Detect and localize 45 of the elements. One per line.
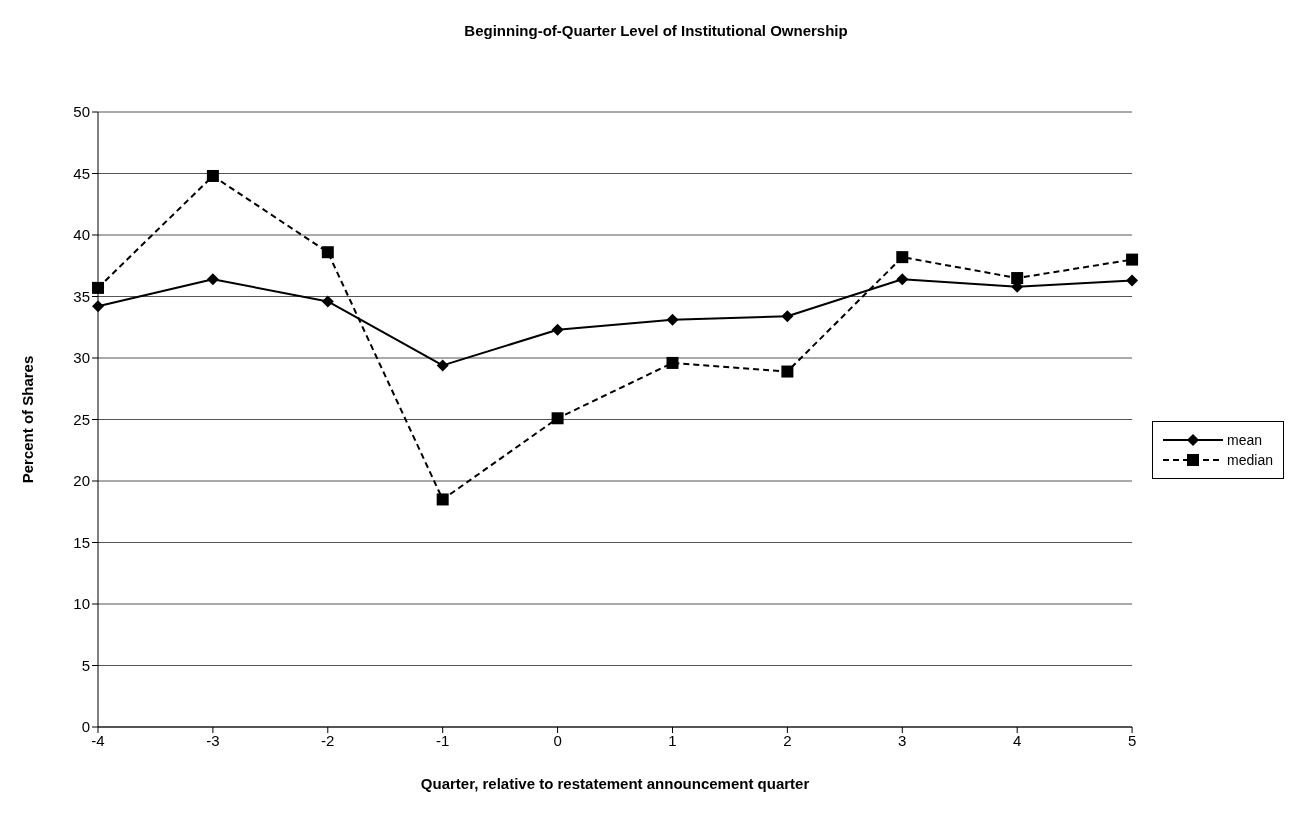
y-tick-label: 0 [81,718,90,736]
legend-label: median [1227,451,1273,468]
y-tick-label: 25 [73,410,90,428]
point [321,295,334,308]
point [436,493,449,506]
y-tick-label: 5 [81,656,90,674]
point [666,356,679,369]
point [206,169,219,182]
y-tick-label: 45 [73,164,90,182]
y-tick-label: 15 [73,533,90,551]
point [92,300,104,313]
x-tick-label: -1 [436,731,450,749]
x-tick-label: 1 [668,731,677,749]
x-tick-label: 3 [898,731,907,749]
y-tick-label: 10 [73,595,90,613]
point [551,323,564,336]
point [551,412,564,425]
x-tick-label: 4 [1013,731,1022,749]
x-tick-label: 0 [553,731,562,749]
point [436,359,449,372]
y-tick-label: 20 [73,472,90,490]
y-axis-title: Percent of Shares [19,355,37,484]
point [1126,253,1139,266]
x-tick-label: 2 [783,731,792,749]
point [206,273,219,286]
y-tick-label: 35 [73,287,90,305]
point [896,251,909,264]
y-tick-label: 30 [73,349,90,367]
point [321,246,334,259]
point [896,273,909,286]
chart-title: Beginning-of-Quarter Level of Institutional Ownership [463,21,849,41]
point [1011,272,1024,285]
point [781,365,794,378]
point [666,313,679,326]
legend-label: mean [1227,431,1263,448]
x-tick-label: 5 [1127,731,1137,749]
x-tick-label: -2 [321,731,335,749]
y-tick-label: 40 [73,226,90,244]
x-axis-title: Quarter, relative to restatement announcement quarter [420,775,810,792]
y-tick-label: 50 [73,103,90,121]
point [92,281,104,294]
point [781,310,794,323]
point [1126,274,1139,287]
x-tick-label: -3 [206,731,220,749]
x-tick-label: -4 [91,731,105,749]
